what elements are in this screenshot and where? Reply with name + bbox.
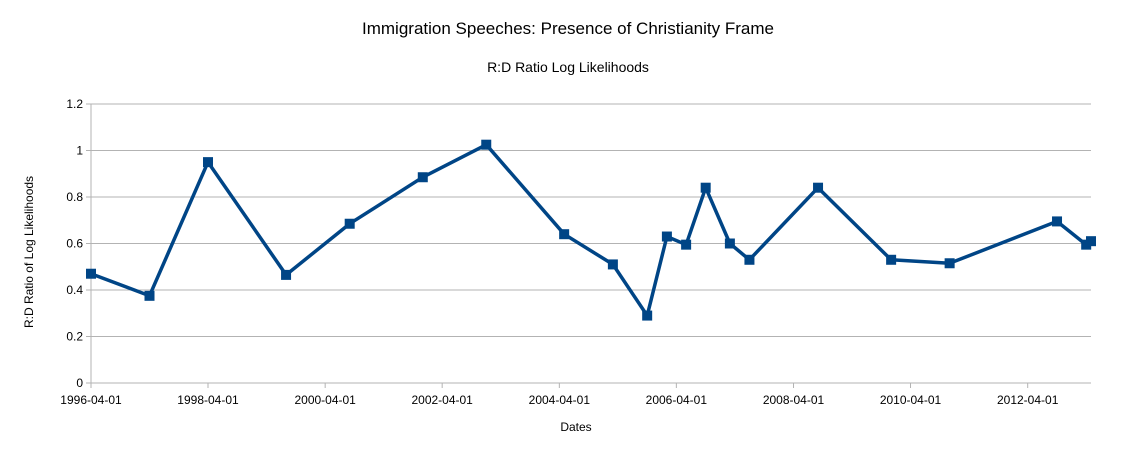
y-tick-label: 0.8 [66,190,83,204]
chart-subtitle: R:D Ratio Log Likelihoods [487,59,649,75]
y-tick-label: 0.6 [66,237,83,251]
x-tick-label: 2010-04-01 [880,393,942,407]
x-axis-tick-labels: 1996-04-01 1998-04-01 2000-04-01 2002-04-01… [60,383,1059,407]
y-tick-label: 1.2 [66,97,83,111]
data-point-marker [661,231,672,242]
data-point-marker [144,290,155,301]
y-axis-tick-labels: 0 0.2 0.4 0.6 0.8 1 1.2 [66,97,91,390]
y-tick-label: 1 [76,144,83,158]
data-point-marker [886,254,897,265]
data-point-marker [607,259,618,270]
x-tick-label: 2004-04-01 [529,393,591,407]
x-tick-label: 2002-04-01 [411,393,473,407]
data-point-marker [203,157,214,168]
x-tick-label: 2006-04-01 [646,393,708,407]
x-axis-title: Dates [560,420,591,434]
data-point-marker [944,258,955,269]
data-point-marker [1052,216,1063,227]
data-point-marker [481,139,492,150]
y-axis-title: R:D Ratio of Log Likelihoods [22,176,36,328]
data-point-marker [642,310,653,321]
data-point-marker [724,238,735,249]
x-tick-label: 1996-04-01 [60,393,122,407]
x-tick-label: 1998-04-01 [177,393,239,407]
data-point-marker [86,268,96,279]
data-point-marker [700,182,711,193]
x-tick-label: 2012-04-01 [997,393,1059,407]
data-point-marker [344,218,355,229]
chart-title: Immigration Speeches: Presence of Christ… [362,19,774,38]
x-tick-label: 2008-04-01 [763,393,825,407]
data-point-marker [681,239,692,250]
y-tick-label: 0 [76,376,83,390]
data-point-marker [813,182,824,193]
data-point-marker [417,172,428,183]
y-tick-label: 0.2 [66,330,83,344]
x-tick-label: 2000-04-01 [294,393,356,407]
data-point-marker [1086,236,1096,247]
grid-lines [91,103,1091,337]
data-point-marker [559,229,570,240]
data-point-marker [744,254,755,265]
y-tick-label: 0.4 [66,283,83,297]
data-point-marker [281,269,292,280]
series-layer [86,139,1096,321]
